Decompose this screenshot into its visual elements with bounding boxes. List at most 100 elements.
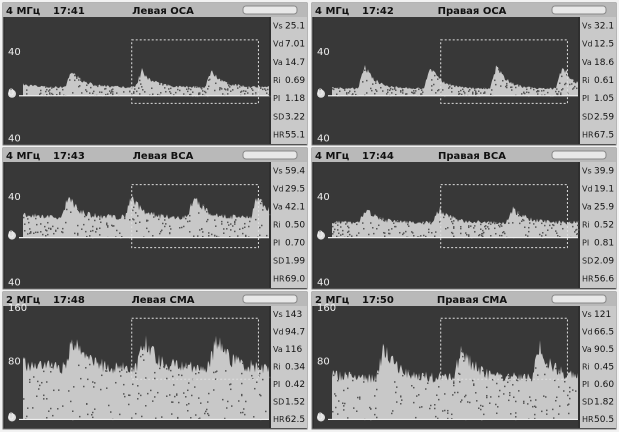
speckle: [338, 400, 340, 402]
speckle: [128, 394, 130, 396]
speckle: [30, 231, 32, 233]
speckle: [400, 91, 402, 93]
speckle: [499, 389, 501, 392]
waveform: [332, 340, 578, 420]
speckle: [194, 86, 196, 88]
speckle: [35, 217, 37, 220]
speckle: [413, 90, 415, 92]
speckle: [46, 398, 48, 400]
speckle: [527, 235, 529, 237]
baseline-icon: [317, 231, 325, 240]
speckle: [78, 364, 80, 367]
speckle: [112, 91, 114, 93]
speckle: [145, 405, 147, 407]
param-label: Vs: [273, 167, 283, 176]
spectrum-plot: 160 80 0: [314, 303, 578, 428]
speckle: [159, 232, 161, 235]
speckle: [366, 92, 368, 94]
parameter-panel: [271, 162, 307, 288]
speckle: [261, 200, 263, 202]
param-label: Vd: [582, 185, 593, 194]
speckle: [133, 367, 135, 370]
speckle: [504, 232, 506, 235]
speckle: [171, 401, 173, 403]
speckle: [105, 87, 107, 90]
speckle: [468, 234, 470, 236]
speckle: [500, 85, 502, 87]
speckle: [402, 92, 404, 94]
speckle: [358, 232, 360, 234]
speckle: [464, 92, 466, 94]
speckle: [162, 222, 164, 225]
speckle: [488, 222, 490, 225]
speckle: [553, 224, 555, 227]
speckle: [43, 398, 45, 400]
speckle: [91, 414, 93, 416]
param-value: 18.6: [594, 58, 614, 68]
speckle: [507, 381, 509, 384]
scale-label: 40: [8, 133, 21, 144]
speckle: [234, 223, 236, 225]
speckle: [472, 91, 474, 94]
speckle: [442, 89, 444, 91]
speckle: [198, 371, 200, 374]
speckle: [52, 225, 54, 228]
param-value: 56.6: [594, 275, 614, 285]
speckle: [33, 376, 35, 378]
speckle: [465, 394, 467, 397]
speckle: [468, 235, 470, 237]
speckle: [480, 228, 482, 230]
speckle: [489, 402, 491, 404]
speckle: [386, 93, 388, 95]
speckle: [353, 407, 355, 409]
speckle: [483, 92, 485, 94]
speckle: [57, 227, 59, 230]
speckle: [88, 218, 90, 221]
speckle: [247, 87, 249, 89]
speckle: [423, 234, 425, 237]
speckle: [169, 90, 171, 93]
speckle: [147, 392, 149, 395]
speckle: [74, 74, 76, 77]
speckle: [481, 233, 483, 235]
speckle: [252, 93, 254, 95]
speckle: [567, 404, 569, 406]
speckle: [199, 417, 201, 420]
speckle: [141, 86, 143, 88]
speckle: [408, 225, 410, 227]
speckle: [450, 218, 452, 220]
speckle: [27, 233, 29, 235]
speckle: [227, 221, 229, 224]
speckle: [356, 223, 358, 226]
speckle: [573, 87, 575, 89]
speckle: [355, 93, 357, 96]
speckle: [222, 93, 224, 95]
speckle: [453, 226, 455, 228]
speckle: [528, 226, 530, 229]
speckle: [199, 93, 201, 95]
speckle: [242, 411, 244, 414]
speckle: [350, 372, 352, 375]
speckle: [253, 416, 255, 418]
speckle: [148, 230, 150, 233]
speckle: [215, 82, 217, 85]
speckle: [389, 89, 391, 92]
speckle: [92, 237, 94, 240]
speckle: [395, 391, 397, 394]
speckle: [359, 396, 361, 398]
speckle: [260, 394, 262, 397]
speckle: [59, 93, 61, 95]
speckle: [544, 224, 546, 227]
speckle: [92, 416, 94, 419]
speckle: [110, 92, 112, 94]
speckle: [215, 225, 217, 227]
speckle: [473, 383, 475, 385]
speckle: [106, 370, 108, 372]
speckle: [154, 371, 156, 374]
speckle: [523, 400, 525, 403]
scale-label: 80: [8, 357, 21, 368]
speckle: [146, 219, 148, 222]
speckle: [197, 235, 199, 237]
speckle: [198, 397, 200, 399]
